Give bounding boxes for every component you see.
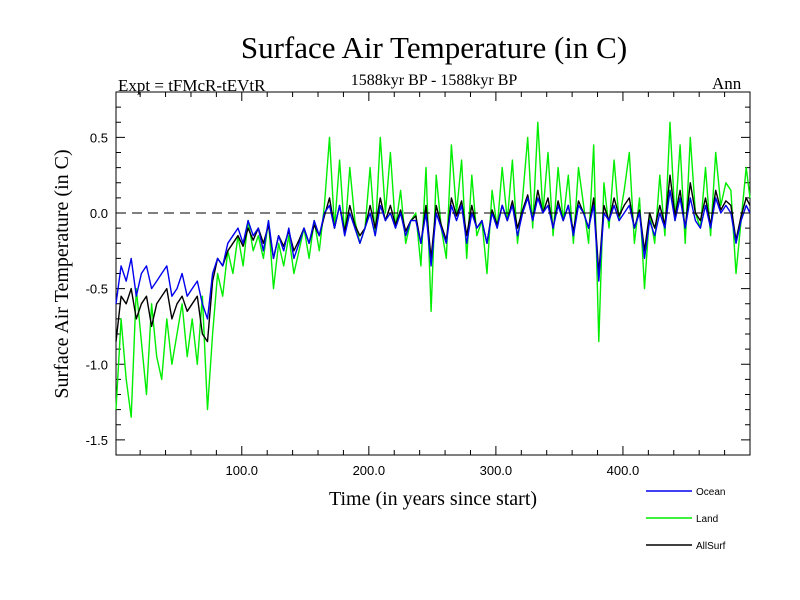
legend-label-ocean: Ocean — [696, 487, 725, 498]
chart-title: Surface Air Temperature (in C) — [240, 30, 628, 65]
y-axis-label: Surface Air Temperature (in C) — [51, 149, 73, 398]
y-tick-label: 0.5 — [90, 130, 108, 145]
series-line-land — [115, 121, 751, 418]
x-tick-label: 200.0 — [353, 463, 386, 478]
x-tick-label: 400.0 — [607, 463, 640, 478]
y-tick-label: -0.5 — [86, 282, 108, 297]
legend-label-allsurf: AllSurf — [696, 541, 726, 552]
x-axis-label: Time (in years since start) — [329, 488, 537, 510]
period-label: 1588kyr BP - 1588kyr BP — [350, 72, 518, 89]
legend-label-land: Land — [696, 514, 718, 525]
season-label: Ann — [712, 74, 742, 93]
experiment-label: Expt = tFMcR-tEVtR — [118, 76, 266, 95]
legend: Ocean Land AllSurf — [646, 487, 726, 552]
series-group — [115, 121, 751, 418]
x-tick-label: 100.0 — [226, 463, 259, 478]
x-tick-label: 300.0 — [480, 463, 513, 478]
y-tick-label: -1.0 — [86, 357, 108, 372]
y-tick-label: -1.5 — [86, 433, 108, 448]
y-tick-label: 0.0 — [90, 206, 108, 221]
axis-ticks: 100.0 200.0 300.0 400.0 -1.5 -1.0 -0.5 0.0 0.5 — [86, 92, 750, 478]
series-line-ocean — [115, 189, 751, 320]
